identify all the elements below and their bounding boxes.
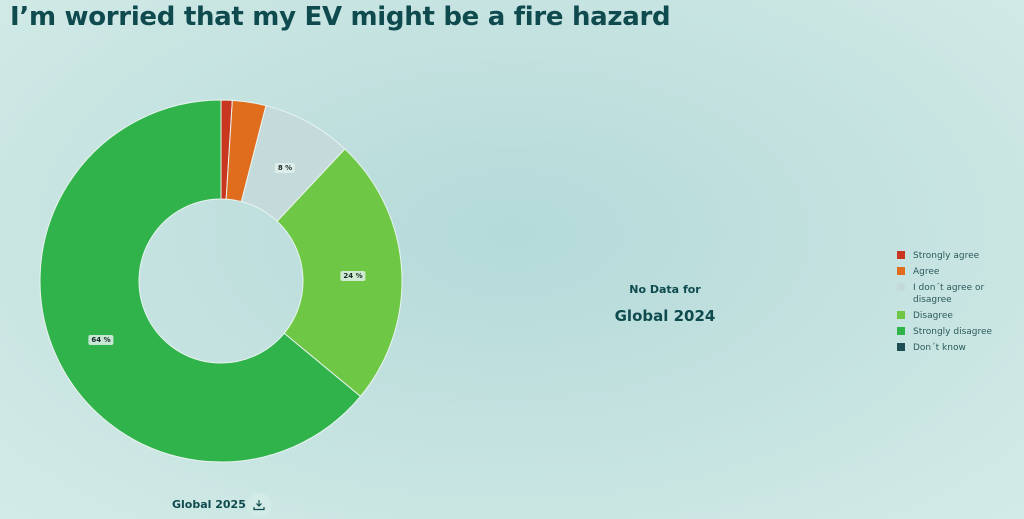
- page-title: I’m worried that my EV might be a fire h…: [10, 2, 671, 32]
- no-data-panel-name: Global 2024: [614, 307, 716, 325]
- slice-label-disagree: 24 %: [340, 271, 366, 281]
- slice-label-strongly-disagree: 64 %: [88, 335, 114, 345]
- legend: Strongly agree Agree I don´t agree or di…: [897, 250, 1017, 358]
- legend-item[interactable]: I don´t agree or disagree: [897, 282, 1017, 306]
- swatch-icon: [897, 343, 905, 351]
- swatch-icon: [897, 251, 905, 259]
- legend-item[interactable]: Agree: [897, 266, 1017, 278]
- legend-item[interactable]: Strongly disagree: [897, 326, 1017, 338]
- legend-item[interactable]: Disagree: [897, 310, 1017, 322]
- download-button[interactable]: [247, 493, 271, 517]
- chart-caption: Global 2025: [172, 498, 246, 511]
- donut-slice[interactable]: [39, 99, 362, 463]
- swatch-icon: [897, 267, 905, 275]
- no-data-label: No Data for: [629, 283, 701, 296]
- swatch-icon: [897, 311, 905, 319]
- swatch-icon: [897, 283, 905, 291]
- legend-item[interactable]: Strongly agree: [897, 250, 1017, 262]
- donut-chart: [39, 99, 403, 463]
- swatch-icon: [897, 327, 905, 335]
- download-icon: [253, 500, 265, 511]
- legend-item[interactable]: Don´t know: [897, 342, 1017, 354]
- slice-label-neutral: 8 %: [274, 163, 296, 173]
- donut-slice[interactable]: [276, 148, 403, 398]
